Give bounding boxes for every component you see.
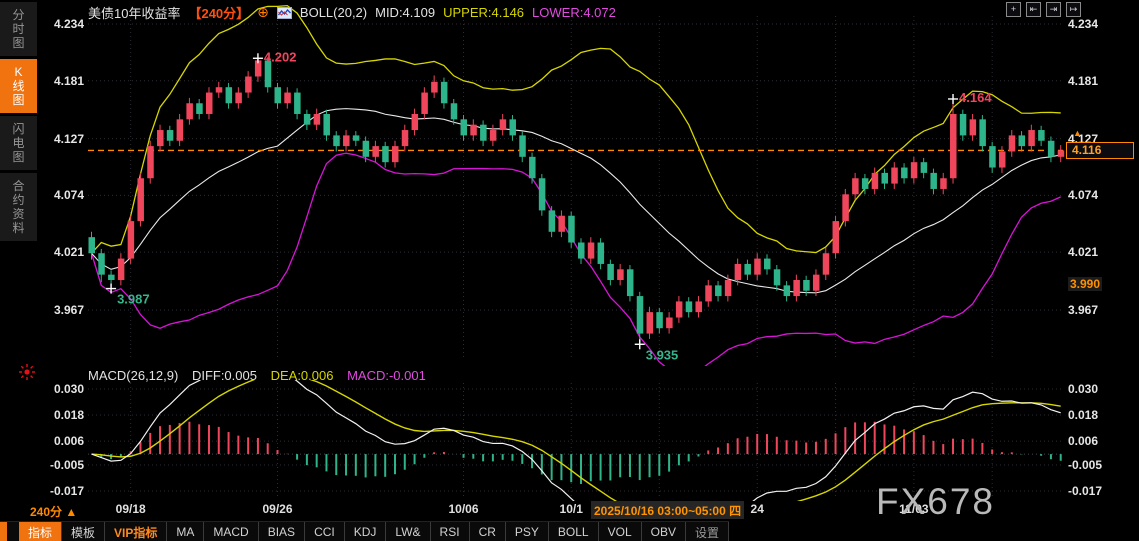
macd-axis-tick: 0.030 [53, 382, 84, 396]
toolbar-item-lw[interactable]: LW& [386, 522, 431, 541]
price-axis-tick: 4.181 [53, 73, 84, 88]
extreme-price-annotation: 4.202 [264, 49, 297, 64]
date-axis-tick: 11/03 [899, 502, 929, 516]
toolbar-item-vip-indicators[interactable]: VIP指标 [105, 522, 168, 541]
date-axis-tick: 24 [750, 502, 764, 516]
toolbar-item-boll[interactable]: BOLL [549, 522, 599, 541]
macd-axis-tick: 0.006 [1068, 434, 1099, 449]
chart-header: 美债10年收益率 【240分】 ⊕ BOLL(20,2) MID:4.109 U… [88, 3, 616, 22]
extreme-price-annotation: 4.164 [959, 90, 992, 105]
macd-axis-tick: 0.018 [53, 408, 84, 423]
sidebar-tab-time-chart[interactable]: 分时图 [0, 2, 37, 56]
compress-right-icon[interactable]: ⇥ [1046, 2, 1061, 17]
toolbar-item-vol[interactable]: VOL [599, 522, 642, 541]
price-axis-tick: 3.967 [1068, 303, 1099, 317]
period-selector[interactable]: 240分 ▲ [30, 505, 78, 519]
price-axis-tick: 4.181 [1068, 73, 1099, 88]
toolbar-item-cr[interactable]: CR [470, 522, 506, 541]
price-chart-pane[interactable]: 4.202 3.987 3.935 4.164 [0, 0, 1139, 366]
toolbar-item-indicators[interactable]: 指标 [19, 522, 63, 541]
macd-axis-tick: 0.030 [1068, 382, 1099, 396]
toolbar-item-bias[interactable]: BIAS [259, 522, 306, 541]
macd-axis-tick: -0.017 [49, 484, 84, 498]
price-axis-tick: 4.234 [53, 17, 84, 31]
macd-diff-value: DIFF:0.005 [191, 368, 257, 383]
crosshair-icon[interactable]: + [1006, 2, 1021, 17]
date-axis-tick: 10/06 [448, 502, 479, 516]
macd-axis-tick: 0.006 [53, 434, 84, 449]
date-axis-tick: 10/1 [559, 502, 583, 516]
toolbar-item-cci[interactable]: CCI [305, 522, 345, 541]
price-axis-tick: 3.967 [53, 303, 84, 317]
extreme-price-annotation: 3.935 [646, 347, 679, 362]
macd-axis-tick: -0.005 [1068, 457, 1103, 472]
macd-dea-value: DEA:0.006 [270, 368, 334, 383]
price-axis-tick: 4.074 [53, 188, 84, 203]
toolbar-item-macd[interactable]: MACD [204, 522, 259, 541]
toolbar-item-psy[interactable]: PSY [506, 522, 549, 541]
live-alert-icon [19, 364, 35, 380]
price-axis-tick: 4.234 [1068, 17, 1099, 31]
toolbar-item-kdj[interactable]: KDJ [345, 522, 387, 541]
macd-axis-tick: -0.017 [1068, 484, 1103, 498]
toolbar-item-settings[interactable]: 设置 [686, 522, 729, 541]
macd-axis-tick: -0.005 [49, 457, 84, 472]
reference-price-label: 3.990 [1068, 277, 1103, 291]
toolbar-item-templates[interactable]: 模板 [62, 522, 106, 541]
last-price-caret: ▲ [1073, 128, 1082, 138]
boll-mid-value: MID:4.109 [375, 5, 436, 20]
boll-lower-value: LOWER:4.072 [532, 5, 616, 20]
price-axis-tick: 4.021 [53, 245, 84, 260]
instrument-title: 美债10年收益率 [88, 6, 181, 21]
date-axis-tick: 09/18 [115, 502, 146, 516]
period-tag: 【240分】 [188, 6, 250, 21]
selected-bar-datetime: 2025/10/16 03:00~05:00 四 [591, 501, 745, 519]
sidebar-tab-flash-chart[interactable]: 闪电图 [0, 116, 37, 170]
toolbar-item-obv[interactable]: OBV [642, 522, 686, 541]
price-axis-tick: 4.127 [53, 131, 84, 146]
sidebar-tab-contract-info[interactable]: 合约资料 [0, 173, 37, 241]
indicator-toolbar: 指标 模板 VIP指标 MA MACD BIAS CCI KDJ LW& RSI CR PSY BOLL… [0, 521, 729, 541]
macd-label: MACD(26,12,9) [88, 368, 179, 383]
toolbar-item-rsi[interactable]: RSI [431, 522, 470, 541]
pan-right-icon[interactable]: ↦ [1066, 2, 1081, 17]
date-axis-tick: 09/26 [262, 502, 293, 516]
compress-left-icon[interactable]: ⇤ [1026, 2, 1041, 17]
toolbar-accent-bar [0, 522, 7, 541]
boll-label: BOLL(20,2) [299, 5, 368, 20]
macd-indicator-pane[interactable] [0, 380, 1139, 501]
macd-hist-value: MACD:-0.001 [347, 368, 426, 383]
chart-style-icon[interactable] [276, 6, 292, 19]
chart-tool-buttons: + ⇤ ⇥ ↦ [1006, 2, 1081, 17]
fx678-watermark: FX678 [876, 481, 996, 522]
macd-header: MACD(26,12,9) DIFF:0.005 DEA:0.006 MACD:… [88, 368, 436, 383]
expand-icon[interactable]: ⊕ [257, 4, 269, 20]
extreme-price-annotation: 3.987 [117, 292, 150, 307]
last-price-label: 4.116 [1066, 142, 1134, 159]
boll-upper-value: UPPER:4.146 [443, 5, 525, 20]
price-axis-tick: 4.021 [1068, 245, 1099, 260]
macd-axis-tick: 0.018 [1068, 408, 1099, 423]
toolbar-item-ma[interactable]: MA [167, 522, 205, 541]
price-axis-tick: 4.074 [1068, 188, 1099, 203]
